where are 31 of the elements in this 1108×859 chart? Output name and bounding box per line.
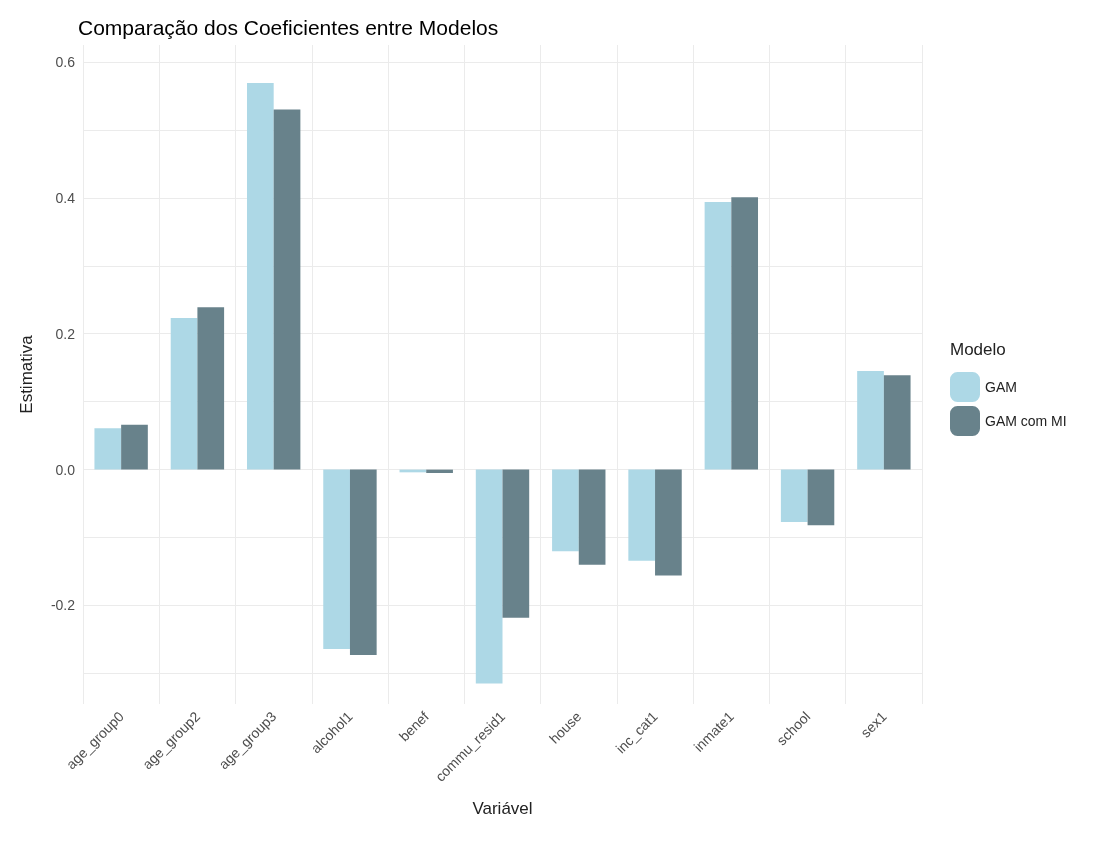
- bar: [578, 469, 606, 565]
- y-tick-label: 0.0: [55, 461, 76, 478]
- bar: [780, 469, 808, 522]
- bar: [502, 469, 530, 618]
- chart-title: Comparação dos Coeficientes entre Modelos: [78, 16, 499, 39]
- legend-label: GAM: [985, 379, 1017, 395]
- y-tick-label: 0.2: [55, 325, 76, 342]
- bar: [94, 428, 122, 470]
- y-tick-label: -0.2: [50, 597, 76, 614]
- bar: [197, 307, 225, 470]
- bar: [121, 424, 148, 470]
- bar: [273, 109, 301, 470]
- bar: [246, 83, 274, 470]
- y-axis-title: Estimativa: [17, 334, 36, 414]
- bar: [704, 201, 732, 470]
- bar: [655, 469, 682, 576]
- bar: [807, 469, 835, 526]
- y-tick-label: 0.4: [55, 189, 76, 206]
- bar: [857, 371, 884, 470]
- bar: [170, 318, 198, 470]
- bar: [883, 375, 911, 470]
- bar: [475, 469, 503, 684]
- bar: [552, 469, 579, 552]
- bar: [731, 197, 759, 470]
- x-axis-title: Variável: [472, 799, 533, 818]
- bar: [349, 469, 377, 656]
- bar: [323, 469, 350, 649]
- bar: [628, 469, 656, 561]
- y-tick-label: 0.6: [55, 53, 76, 70]
- legend-title: Modelo: [950, 340, 1006, 359]
- legend-label: GAM com MI: [985, 413, 1067, 429]
